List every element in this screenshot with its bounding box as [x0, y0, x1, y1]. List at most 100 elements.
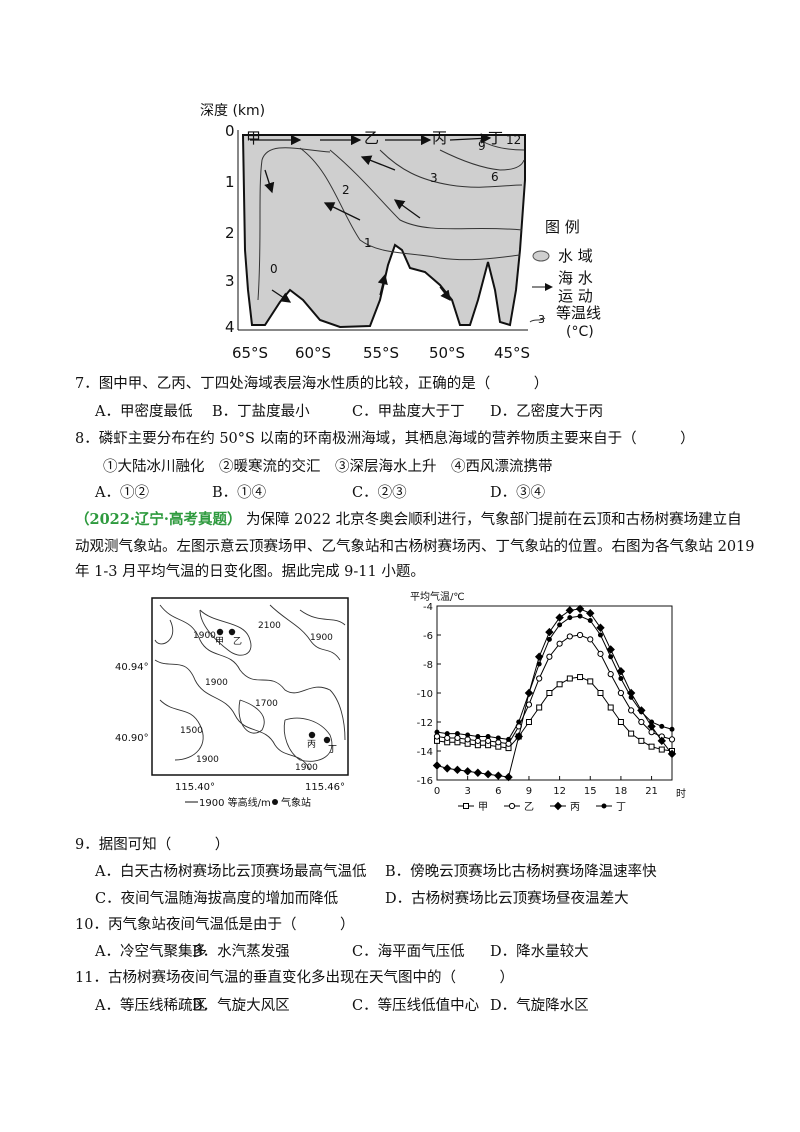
point	[628, 694, 634, 700]
point	[474, 737, 481, 744]
latitude-label: 40.90°	[115, 733, 149, 744]
station	[216, 628, 224, 636]
point	[546, 636, 552, 642]
map-frame	[151, 597, 349, 776]
point	[536, 704, 543, 711]
point	[567, 615, 573, 621]
contour-label: 1900	[193, 631, 216, 641]
point	[495, 735, 501, 741]
point	[534, 652, 544, 661]
point	[618, 676, 624, 681]
point	[628, 707, 635, 714]
contour-label: 1900	[205, 678, 228, 688]
point	[454, 731, 460, 737]
station	[323, 736, 331, 744]
point	[606, 645, 615, 654]
point	[557, 622, 563, 628]
point	[463, 767, 472, 776]
y-tick-label: -14	[417, 747, 433, 758]
x-tick-label: 18	[615, 786, 628, 797]
point	[608, 654, 614, 660]
contour-map: 1900 2100 1900 1900 1700 1500 1900 1900 40.94° 40…	[115, 597, 349, 809]
point	[536, 675, 543, 682]
point	[577, 613, 583, 619]
point	[648, 743, 655, 750]
point	[556, 640, 563, 647]
option: A．等压线稀疏区	[95, 998, 207, 1014]
legend-label: 丁	[616, 802, 626, 813]
point	[587, 636, 594, 643]
legend-label: 乙	[524, 801, 534, 813]
station-label: 甲	[215, 636, 224, 647]
point	[473, 768, 483, 777]
legend-station	[272, 799, 278, 805]
option: C．甲盐度大于丁	[352, 404, 465, 420]
y-tick-label: 3	[225, 272, 235, 290]
isotherm-label: 12	[506, 133, 521, 147]
option: B．水汽蒸发强	[192, 944, 290, 960]
option: C．②③	[352, 485, 407, 501]
x-tick-label: 9	[526, 786, 532, 797]
y-tick-label: -6	[423, 631, 433, 642]
option: B．气旋大风区	[192, 998, 290, 1014]
point	[566, 675, 573, 682]
point	[596, 623, 605, 632]
site-label: 乙	[364, 129, 379, 147]
station-label: 丁	[328, 745, 337, 755]
legend-label: 1900 等高线/m	[199, 796, 271, 809]
option: A．白天古杨树赛场比云顶赛场最高气温低	[95, 864, 367, 880]
legend-isotherm-sample: 3	[538, 313, 545, 326]
option: C．海平面气压低	[352, 944, 465, 960]
longitude-label: 115.40°	[175, 782, 215, 793]
legend-label: 气象站	[281, 796, 311, 809]
station	[228, 628, 236, 636]
contour-label: 2100	[258, 621, 281, 631]
series-line	[436, 608, 673, 778]
point	[525, 719, 532, 725]
series-line	[436, 615, 673, 740]
point	[526, 690, 532, 696]
legend-isotherm: 等温线	[556, 304, 601, 322]
point	[465, 732, 471, 738]
point	[494, 771, 503, 780]
point	[444, 734, 451, 742]
legend-isotherm	[529, 317, 546, 323]
x-tick-label: 60°S	[295, 344, 331, 362]
point	[638, 718, 645, 726]
legend-label: 丙	[570, 802, 580, 813]
series-line	[436, 634, 673, 745]
site-label: 丁	[488, 129, 503, 147]
isotherm-label: 1	[364, 236, 372, 250]
option: D．乙密度大于丙	[490, 404, 604, 420]
point	[555, 613, 564, 622]
intro-text: 为保障 2022 北京冬奥会顺利进行，气象部门提前在云顶和古杨树赛场建立自	[246, 512, 742, 528]
point	[454, 734, 461, 742]
question-stem: 8．磷虾主要分布在约 50°S 以南的环南极洲海域，其栖息海域的营养物质主要来自…	[75, 431, 695, 447]
question-stem: 7．图中甲、乙丙、丁四处海域表层海水性质的比较，正确的是（ ）	[75, 376, 549, 392]
point	[576, 631, 584, 639]
latitude-label: 40.94°	[115, 662, 149, 673]
point	[433, 733, 441, 740]
point	[657, 736, 666, 746]
y-tick-label: 1	[225, 173, 235, 191]
point	[617, 719, 624, 725]
option: B．傍晚云顶赛场比古杨树赛场降温速率快	[385, 864, 657, 880]
contour-label: 1900	[196, 755, 219, 765]
point	[443, 764, 452, 773]
point	[483, 769, 493, 779]
x-tick-label: 55°S	[363, 344, 399, 362]
option: D．③④	[490, 485, 546, 501]
point	[516, 719, 522, 725]
y-tick-label: -12	[417, 718, 433, 729]
station-label: 丙	[307, 739, 316, 750]
point	[506, 736, 512, 742]
legend-isotherm-unit: (°C)	[566, 324, 594, 340]
y-tick-label: 2	[225, 224, 235, 242]
option: D．古杨树赛场比云顶赛场昼夜温差大	[385, 891, 629, 907]
y-tick-label: -8	[423, 660, 433, 671]
point	[514, 732, 523, 741]
x-tick-label: 6	[495, 786, 501, 797]
point	[658, 746, 665, 753]
point	[432, 761, 442, 770]
legend-motion: 运 动	[558, 287, 593, 305]
